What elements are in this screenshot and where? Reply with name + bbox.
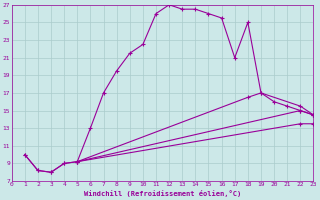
X-axis label: Windchill (Refroidissement éolien,°C): Windchill (Refroidissement éolien,°C): [84, 190, 241, 197]
